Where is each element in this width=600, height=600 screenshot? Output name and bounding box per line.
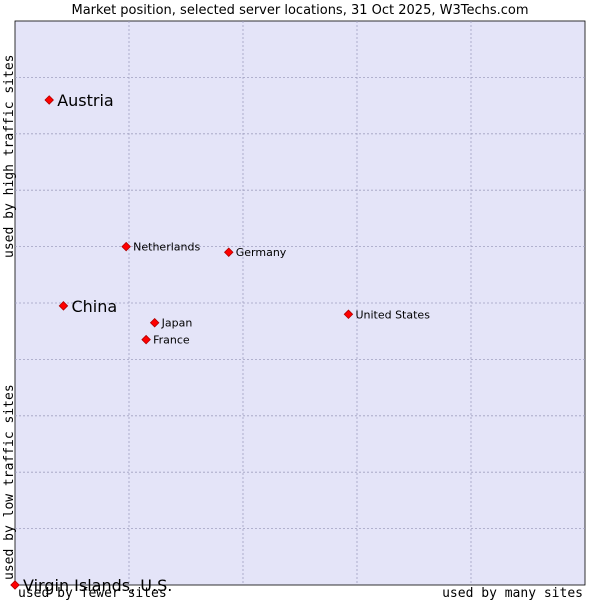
point-marker-austria (44, 95, 54, 105)
y-axis-label-low: used by low traffic sites (2, 384, 17, 580)
grid-lines (15, 21, 585, 585)
point-label-virgin-islands-u-s: Virgin Islands, U.S. (23, 576, 172, 595)
data-points: Austria China Virgin Islands, U.S. Netherla… (10, 91, 430, 595)
point-marker-france (141, 334, 151, 345)
point-marker-netherlands (121, 241, 131, 252)
point-marker-japan (149, 317, 160, 328)
point-label-france: France (153, 334, 190, 347)
chart-title: Market position, selected server locatio… (71, 3, 528, 18)
point-label-austria: Austria (57, 91, 114, 110)
point-label-united-states: United States (355, 308, 430, 321)
x-axis-label-high: used by many sites (442, 586, 583, 600)
point-marker-united-states (343, 309, 354, 320)
x-axis-label-low: used by fewer sites (18, 586, 167, 600)
y-axis-label-high: used by high traffic sites (2, 55, 17, 259)
point-marker-china (58, 301, 69, 311)
point-label-china: China (71, 297, 117, 316)
point-marker-germany (223, 247, 234, 258)
point-label-germany: Germany (236, 246, 287, 259)
point-label-japan: Japan (161, 317, 193, 330)
point-label-netherlands: Netherlands (133, 241, 200, 254)
point-marker-virgin-islands-u-s (10, 580, 20, 590)
